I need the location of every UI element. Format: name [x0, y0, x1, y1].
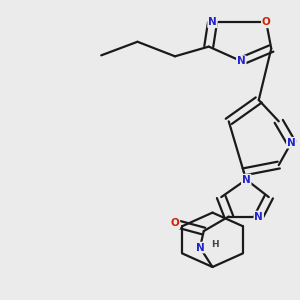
Text: N: N	[208, 17, 217, 27]
Text: O: O	[262, 17, 271, 27]
Text: N: N	[196, 243, 204, 253]
Text: N: N	[237, 56, 246, 66]
Text: O: O	[171, 218, 179, 228]
Text: N: N	[254, 212, 263, 221]
Text: H: H	[211, 240, 219, 249]
Text: N: N	[287, 138, 296, 148]
Text: N: N	[242, 175, 250, 184]
